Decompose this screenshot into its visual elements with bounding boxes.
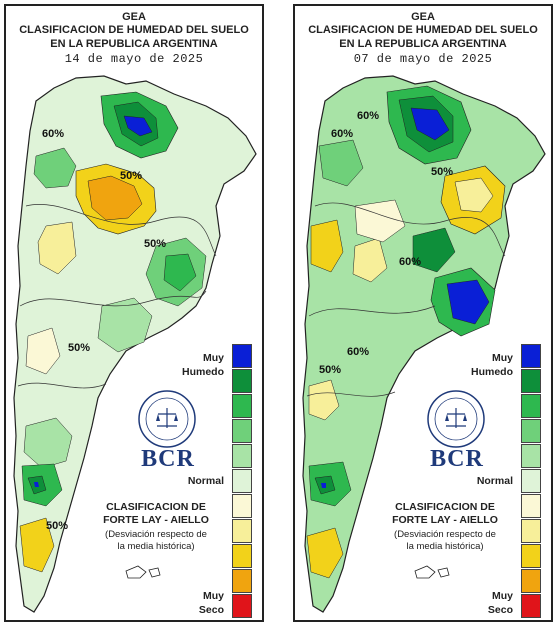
contour-label: 60% <box>331 128 354 140</box>
malvinas-islands <box>414 565 436 579</box>
legend-swatch <box>232 444 252 468</box>
legend-label-normal: Normal <box>187 475 224 487</box>
legend-label-humedo: Humedo <box>182 366 224 378</box>
classification-line-2: FORTE LAY - AIELLO <box>392 514 498 526</box>
legend-label-humedo: Humedo <box>471 366 513 378</box>
legend-label-muy: Muy <box>203 590 224 602</box>
classification-line-1: CLASIFICACION DE <box>106 501 206 513</box>
legend-swatch <box>232 494 252 518</box>
contour-label: 60% <box>357 110 380 122</box>
legend-swatch <box>521 344 541 368</box>
contour-label: 50% <box>431 166 454 178</box>
legend-swatch <box>232 369 252 393</box>
legend-swatch <box>232 569 252 593</box>
legend-swatch <box>232 469 252 493</box>
contour-label: 50% <box>144 238 167 250</box>
classification-line-2: FORTE LAY - AIELLO <box>103 514 209 526</box>
panel-title-2: CLASIFICACION DE HUMEDAD DEL SUELO <box>19 24 249 36</box>
contour-label: 60% <box>42 128 65 140</box>
legend-label-seco: Seco <box>487 604 513 616</box>
legend-label-muy: Muy <box>203 352 224 364</box>
bcr-brand: BCR <box>141 446 195 472</box>
classification-title: CLASIFICACION DE FORTE LAY - AIELLO <box>76 501 236 527</box>
panel-title-3: EN LA REPUBLICA ARGENTINA <box>339 38 507 50</box>
contour-label: 50% <box>319 364 342 376</box>
legend-label-muy: Muy <box>492 590 513 602</box>
bcr-seal-logo <box>427 390 485 448</box>
legend-swatch <box>232 394 252 418</box>
classification-note-2: la media histórica) <box>406 541 484 552</box>
legend-label-muy: Muy <box>492 352 513 364</box>
legend-label-seco: Seco <box>198 604 224 616</box>
contour-label: 60% <box>399 256 422 268</box>
legend-swatch <box>521 369 541 393</box>
soil-moisture-map <box>13 75 257 613</box>
legend-scale <box>232 344 252 619</box>
legend-swatch <box>232 594 252 618</box>
legend-swatch <box>521 544 541 568</box>
malvinas-islands <box>125 565 147 579</box>
legend-swatch <box>521 569 541 593</box>
legend-swatch <box>521 494 541 518</box>
classification-line-1: CLASIFICACION DE <box>395 501 495 513</box>
classification-title: CLASIFICACION DE FORTE LAY - AIELLO <box>365 501 525 527</box>
classification-note-2: la media histórica) <box>117 541 195 552</box>
panel-date: 07 de mayo de 2025 <box>353 52 493 66</box>
contour-label: 50% <box>120 170 143 182</box>
legend-swatch <box>521 469 541 493</box>
legend-swatch <box>521 394 541 418</box>
classification-note-1: (Desviación respecto de <box>105 529 207 540</box>
panel-title-2: CLASIFICACION DE HUMEDAD DEL SUELO <box>308 24 538 36</box>
contour-label: 50% <box>46 520 69 532</box>
legend-swatch <box>521 519 541 543</box>
legend-scale <box>521 344 541 619</box>
contour-label: 60% <box>347 346 370 358</box>
legend-swatch <box>232 519 252 543</box>
legend-swatch <box>232 419 252 443</box>
panel-title-3: EN LA REPUBLICA ARGENTINA <box>50 38 218 50</box>
legend-swatch <box>232 344 252 368</box>
legend-swatch <box>521 594 541 618</box>
panel-title-1: GEA <box>122 11 146 23</box>
panel-title-1: GEA <box>411 11 435 23</box>
soil-moisture-map <box>302 75 546 613</box>
classification-note: (Desviación respecto de la media históri… <box>76 529 236 553</box>
legend-swatch <box>232 544 252 568</box>
legend-label-normal: Normal <box>476 475 513 487</box>
contour-label: 50% <box>68 342 91 354</box>
classification-note: (Desviación respecto de la media históri… <box>365 529 525 553</box>
bcr-brand: BCR <box>430 446 484 472</box>
legend-swatch <box>521 419 541 443</box>
map-panel-right: GEA CLASIFICACION DE HUMEDAD DEL SUELO E… <box>293 4 553 622</box>
map-panel-left: GEA CLASIFICACION DE HUMEDAD DEL SUELO E… <box>4 4 264 622</box>
bcr-seal-logo <box>138 390 196 448</box>
classification-note-1: (Desviación respecto de <box>394 529 496 540</box>
legend-swatch <box>521 444 541 468</box>
panel-date: 14 de mayo de 2025 <box>64 52 204 66</box>
